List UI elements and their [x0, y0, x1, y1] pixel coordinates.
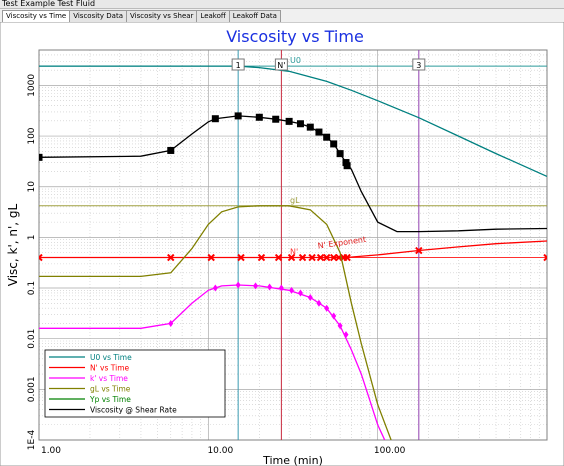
marker: [330, 140, 338, 148]
y-tick-label: 1E-4: [27, 430, 37, 451]
series-line: [39, 65, 547, 177]
marker: [167, 146, 175, 154]
marker: [343, 162, 351, 170]
marker: [285, 117, 293, 125]
marker: [235, 281, 241, 289]
marker: [343, 253, 351, 262]
marker: [306, 123, 314, 131]
y-tick-label: 0.01: [27, 329, 37, 349]
marker: [253, 282, 259, 290]
marker: [543, 253, 547, 262]
marker: [211, 115, 219, 123]
x-tick-label: 10.00: [207, 446, 233, 456]
marker: [324, 304, 330, 312]
x-axis-label: Time (min): [262, 454, 323, 466]
y-tick-label: 10: [27, 181, 37, 193]
tab[interactable]: Viscosity Data: [69, 10, 127, 22]
marker: [212, 284, 218, 292]
marker: [272, 115, 280, 123]
marker: [257, 253, 266, 262]
marker: [234, 112, 242, 120]
reference-label: N': [290, 248, 298, 257]
marker: [298, 253, 307, 262]
plot-border: [38, 49, 548, 441]
marker: [308, 253, 316, 262]
marker: [167, 253, 175, 262]
marker: [207, 253, 215, 262]
marker: [316, 253, 325, 262]
y-tick-label: 1: [27, 235, 37, 241]
window-title: Test Example Test Fluid: [0, 0, 564, 9]
series-line: [39, 240, 547, 259]
marker: [267, 283, 273, 291]
marker: [39, 153, 43, 161]
tab[interactable]: Leakoff Data: [228, 10, 281, 22]
y-tick-label: 1000: [27, 74, 37, 97]
x-tick-label: 100.00: [374, 446, 406, 456]
marker: [168, 319, 174, 327]
marker: [289, 286, 295, 294]
marker: [274, 253, 283, 262]
marker-label: N': [277, 61, 285, 70]
marker: [297, 289, 303, 297]
marker-label: 3: [416, 61, 421, 70]
marker: [278, 284, 284, 292]
legend-label: Yp vs Time: [89, 395, 131, 404]
marker: [237, 253, 245, 262]
y-tick-label: 0.001: [27, 376, 37, 402]
reference-label: U0: [290, 56, 301, 65]
series-line: [39, 205, 392, 440]
marker: [39, 253, 43, 262]
marker: [307, 294, 313, 302]
marker: [331, 312, 337, 320]
marker: [287, 253, 296, 262]
y-tick-label: 0.1: [27, 281, 37, 295]
reference-label: gL: [290, 196, 300, 205]
chart: Viscosity vs Time Time (min) Visc, k', n…: [0, 22, 564, 466]
legend-label: N' vs Time: [90, 364, 130, 373]
x-tick-label: 1.00: [41, 446, 61, 456]
marker: [415, 246, 423, 255]
legend-label: Viscosity @ Shear Rate: [90, 406, 177, 415]
plot-area: U0 gL N': [39, 50, 547, 440]
legend-label: U0 vs Time: [90, 353, 132, 362]
marker: [323, 133, 331, 141]
chart-title: Viscosity vs Time: [226, 27, 364, 46]
marker: [336, 150, 344, 158]
marker: [343, 331, 349, 339]
legend-label: gL vs Time: [90, 385, 131, 394]
tab[interactable]: Leakoff: [196, 10, 230, 22]
marker-label: 1: [236, 61, 241, 70]
marker-box: [231, 58, 245, 71]
legend-label: k' vs Time: [90, 374, 128, 383]
tab[interactable]: Viscosity vs Time: [2, 10, 71, 22]
marker: [337, 322, 343, 330]
marker: [255, 113, 263, 121]
y-axis-label: Visc, k', n', gL: [6, 203, 20, 286]
marker: [322, 253, 331, 262]
marker-box: [274, 58, 288, 71]
legend-box: [44, 349, 226, 418]
tab[interactable]: Viscosity vs Shear: [126, 10, 198, 22]
marker: [316, 299, 322, 307]
marker: [296, 120, 304, 128]
tab-bar: Viscosity vs Time Viscosity Data Viscosity…: [2, 10, 281, 22]
y-tick-label: 100: [27, 127, 37, 144]
marker-box: [412, 58, 426, 71]
marker: [315, 128, 323, 136]
